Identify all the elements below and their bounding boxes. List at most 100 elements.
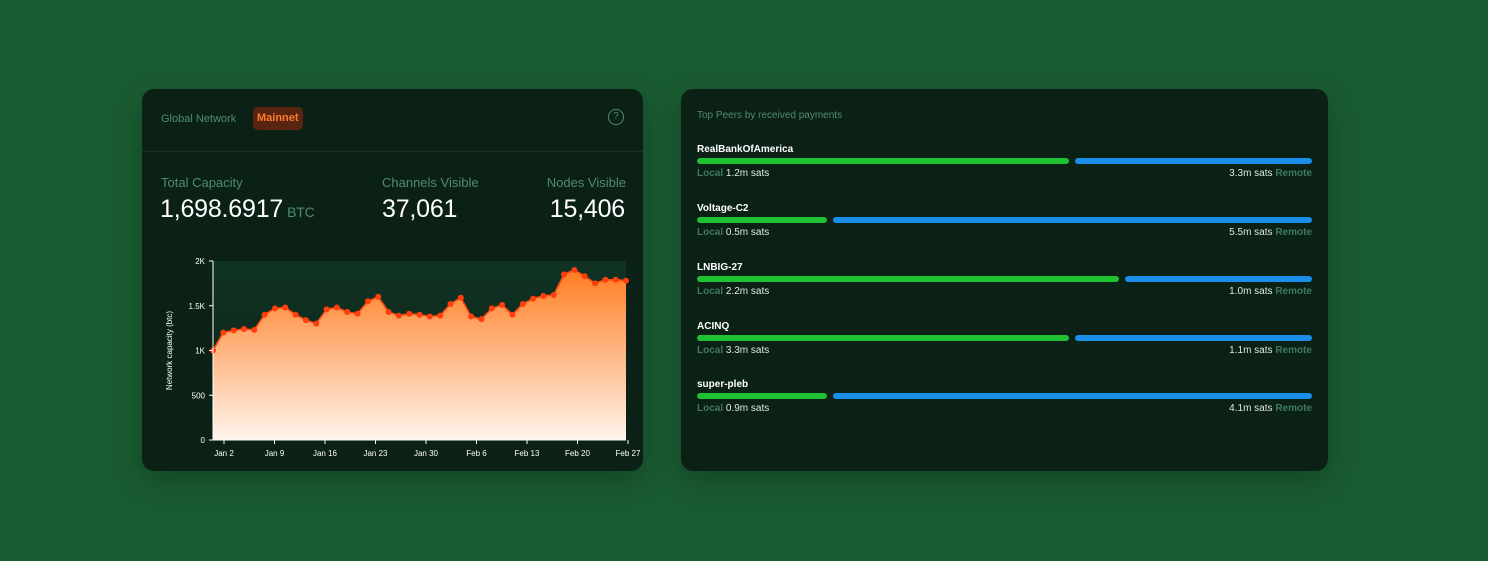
total-capacity-unit: BTC bbox=[287, 204, 315, 220]
data-point bbox=[333, 304, 340, 311]
local-amount: 0.9m sats bbox=[725, 403, 770, 414]
peer-row[interactable]: ACINQ Local 3.3m sats 1.1m sats Remote bbox=[697, 321, 1312, 371]
x-tick-label: Jan 23 bbox=[363, 449, 388, 458]
local-balance-bar bbox=[697, 276, 1119, 282]
capacity-chart: 0 500 1K 1.5K 2K Jan 2 Jan 9 Jan 16 Jan 23 Jan 30… bbox=[165, 257, 641, 458]
y-tick-label: 1K bbox=[195, 347, 205, 356]
data-point bbox=[354, 310, 361, 317]
data-point bbox=[271, 305, 278, 312]
peer-row[interactable]: Voltage-C2 Local 0.5m sats 5.5m sats Rem… bbox=[697, 203, 1312, 253]
data-point bbox=[313, 320, 320, 327]
network-title: Global Network bbox=[161, 113, 237, 125]
peer-row[interactable]: RealBankOfAmerica Local 1.2m sats 3.3m s… bbox=[697, 144, 1312, 194]
data-point bbox=[292, 311, 299, 318]
data-point bbox=[240, 326, 247, 333]
data-point bbox=[251, 326, 258, 333]
local-label: Local bbox=[697, 286, 724, 297]
data-point bbox=[364, 298, 371, 305]
remote-balance: 5.5m sats Remote bbox=[1229, 227, 1312, 238]
local-label: Local bbox=[697, 168, 724, 179]
local-balance-bar bbox=[697, 158, 1069, 164]
data-point bbox=[519, 300, 526, 307]
data-point bbox=[447, 300, 454, 307]
data-point bbox=[457, 294, 464, 301]
remote-label: Remote bbox=[1275, 345, 1312, 356]
data-point bbox=[426, 313, 433, 320]
local-balance: Local 2.2m sats bbox=[697, 286, 769, 297]
data-point bbox=[499, 301, 506, 308]
remote-balance-bar bbox=[833, 393, 1312, 399]
x-tick-label: Feb 13 bbox=[515, 449, 540, 458]
peer-name: super-pleb bbox=[697, 379, 749, 390]
channels-visible-label: Channels Visible bbox=[382, 175, 479, 190]
local-amount: 3.3m sats bbox=[725, 345, 770, 356]
remote-amount: 3.3m sats bbox=[1229, 168, 1273, 179]
data-point bbox=[550, 292, 557, 299]
data-point bbox=[581, 273, 588, 280]
local-balance: Local 1.2m sats bbox=[697, 168, 769, 179]
data-point bbox=[406, 310, 413, 317]
nodes-visible-label: Nodes Visible bbox=[546, 175, 626, 190]
network-card-header: Global Network Mainnet ? bbox=[142, 89, 643, 152]
remote-label: Remote bbox=[1275, 227, 1312, 238]
data-point bbox=[488, 305, 495, 312]
data-point bbox=[385, 309, 392, 316]
x-tick-label: Feb 6 bbox=[466, 449, 487, 458]
y-tick-label: 1.5K bbox=[189, 302, 206, 311]
y-axis-label: Network capacity (btc) bbox=[165, 311, 174, 390]
data-point bbox=[602, 276, 609, 283]
remote-balance: 1.1m sats Remote bbox=[1229, 345, 1312, 356]
data-point bbox=[302, 317, 309, 324]
data-point bbox=[261, 311, 268, 318]
data-point bbox=[220, 329, 227, 336]
remote-amount: 5.5m sats bbox=[1229, 227, 1273, 238]
local-amount: 0.5m sats bbox=[725, 227, 770, 238]
local-label: Local bbox=[697, 403, 724, 414]
remote-amount: 4.1m sats bbox=[1229, 403, 1273, 414]
data-point bbox=[416, 311, 423, 318]
local-balance-bar bbox=[697, 335, 1069, 341]
remote-balance-bar bbox=[1125, 276, 1312, 282]
remote-label: Remote bbox=[1275, 403, 1312, 414]
data-point bbox=[530, 295, 537, 302]
data-point bbox=[230, 327, 237, 334]
remote-balance: 1.0m sats Remote bbox=[1229, 286, 1312, 297]
data-point bbox=[612, 276, 619, 283]
x-tick-label: Jan 2 bbox=[214, 449, 234, 458]
data-point bbox=[395, 312, 402, 319]
remote-amount: 1.1m sats bbox=[1229, 345, 1273, 356]
x-tick-label: Jan 9 bbox=[265, 449, 285, 458]
data-point bbox=[375, 293, 382, 300]
data-point bbox=[344, 309, 351, 316]
peer-name: ACINQ bbox=[697, 321, 730, 332]
local-label: Local bbox=[697, 345, 724, 356]
local-label: Local bbox=[697, 227, 724, 238]
local-balance: Local 0.9m sats bbox=[697, 403, 769, 414]
local-balance: Local 3.3m sats bbox=[697, 345, 769, 356]
network-card: Global Network Mainnet ? Total Capacity … bbox=[142, 89, 643, 471]
y-tick-label: 2K bbox=[195, 257, 205, 266]
mainnet-badge[interactable]: Mainnet bbox=[253, 107, 303, 130]
channels-visible-value: 37,061 bbox=[382, 195, 458, 223]
remote-amount: 1.0m sats bbox=[1229, 286, 1273, 297]
y-tick-label: 0 bbox=[201, 436, 206, 445]
x-tick-label: Jan 30 bbox=[414, 449, 439, 458]
data-point bbox=[623, 277, 629, 284]
x-tick-label: Feb 27 bbox=[616, 449, 641, 458]
data-point bbox=[468, 313, 475, 320]
peer-row[interactable]: super-pleb Local 0.9m sats 4.1m sats Rem… bbox=[697, 379, 1312, 429]
data-point bbox=[437, 312, 444, 319]
x-tick-label: Feb 20 bbox=[565, 449, 590, 458]
remote-label: Remote bbox=[1275, 168, 1312, 179]
data-point bbox=[540, 292, 547, 299]
local-balance-bar bbox=[697, 393, 827, 399]
help-icon[interactable]: ? bbox=[608, 109, 624, 125]
remote-balance: 3.3m sats Remote bbox=[1229, 168, 1312, 179]
data-point bbox=[323, 306, 330, 313]
data-point bbox=[571, 266, 578, 273]
x-tick-label: Jan 16 bbox=[313, 449, 338, 458]
peer-row[interactable]: LNBIG-27 Local 2.2m sats 1.0m sats Remot… bbox=[697, 262, 1312, 312]
remote-label: Remote bbox=[1275, 286, 1312, 297]
remote-balance-bar bbox=[1075, 158, 1312, 164]
top-peers-title: Top Peers by received payments bbox=[697, 110, 843, 121]
